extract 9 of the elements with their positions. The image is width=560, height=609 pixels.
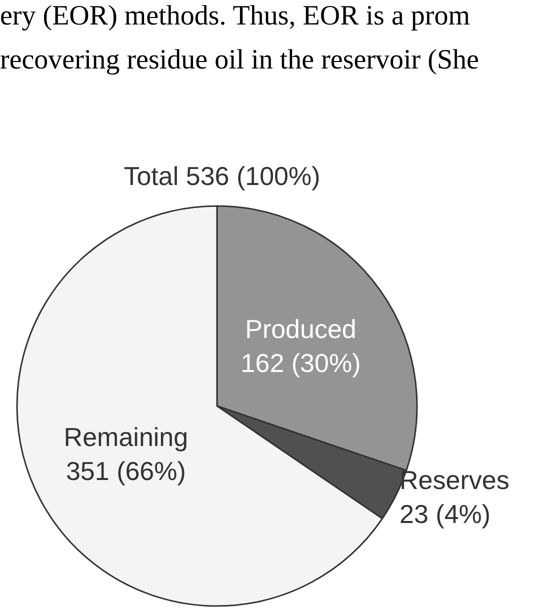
text: recovering residue oil in the reservoir (She — [0, 44, 479, 76]
chart-title: Total 536 (100%) — [124, 161, 320, 191]
text: ery (EOR) methods. Thus, EOR is a prom — [0, 0, 470, 32]
data-label: 162 (30%) — [240, 348, 361, 378]
data-label: 23 (4%) — [400, 499, 491, 530]
data-label: 351 (66%) — [66, 456, 186, 486]
slice-label: Produced — [245, 314, 356, 344]
slice-label: Remaining — [64, 422, 188, 452]
slice-label: Reserves — [400, 465, 510, 496]
